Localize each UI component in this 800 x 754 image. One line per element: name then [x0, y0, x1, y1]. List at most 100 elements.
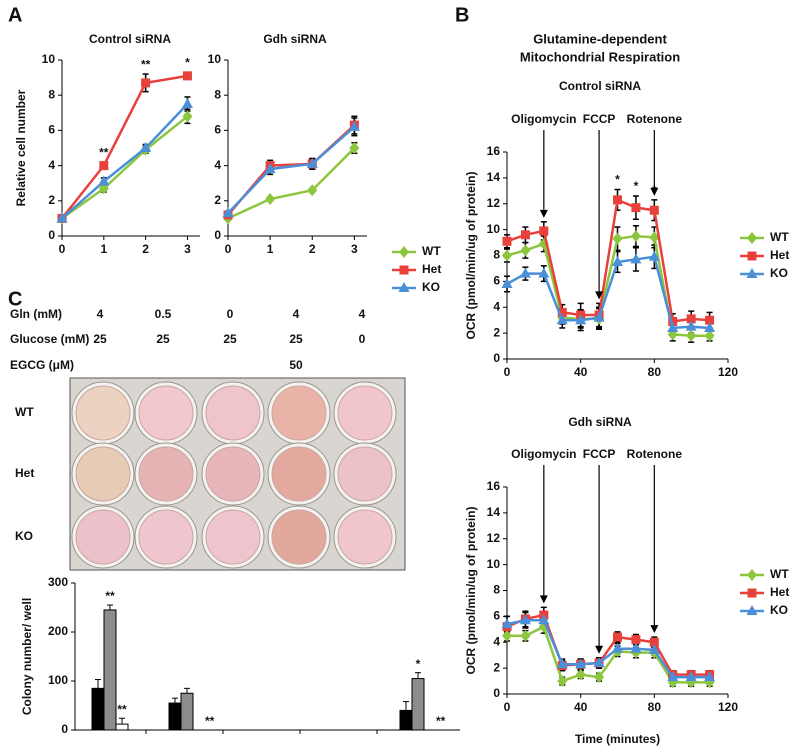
panel-label: A: [8, 4, 22, 26]
dish: [271, 446, 327, 502]
marker: [140, 142, 152, 152]
marker: [631, 635, 641, 645]
marker: [519, 267, 531, 278]
bar: [168, 702, 182, 731]
marker: [747, 569, 757, 581]
marker: [747, 251, 757, 261]
y-tick-label: 2: [493, 325, 500, 339]
x-tick-label: 0: [504, 365, 511, 379]
marker: [667, 671, 679, 682]
panel-title: Mitochondrial Respiration: [520, 49, 680, 64]
condition-label: EGCG (μM): [10, 358, 74, 372]
arrow-head: [650, 187, 659, 196]
marker: [502, 249, 512, 262]
condition-value: 25: [93, 332, 107, 346]
legend-label: KO: [422, 280, 440, 294]
x-tick-label: 120: [718, 700, 738, 714]
chart-title: Gdh siRNA: [568, 415, 632, 429]
dish: [337, 509, 393, 565]
marker: [56, 212, 68, 223]
marker: [182, 110, 193, 123]
dish: [205, 509, 261, 565]
marker: [747, 232, 757, 244]
legend-label: Het: [422, 262, 441, 276]
marker: [746, 605, 758, 615]
x-tick-label: 120: [718, 365, 738, 379]
marker: [575, 314, 587, 325]
marker: [519, 614, 531, 625]
x-tick-label: 80: [648, 700, 662, 714]
legend-label: KO: [770, 266, 788, 280]
annotation: Oligomycin: [511, 112, 576, 126]
chart-title: Gdh siRNA: [263, 32, 327, 46]
series-line: [227, 147, 356, 220]
x-tick-label: 80: [648, 365, 662, 379]
marker: [520, 244, 531, 257]
y-tick-label: 8: [48, 87, 55, 101]
y-tick-label: 14: [487, 170, 501, 184]
y-tick-label: 16: [487, 479, 501, 493]
x-tick-label: 3: [184, 242, 191, 256]
y-tick-label: 4: [214, 158, 221, 172]
marker: [648, 644, 660, 655]
legend-label: Het: [770, 585, 789, 599]
y-tick-label: 100: [48, 673, 68, 687]
y-tick-label: 0: [493, 686, 500, 700]
plate-row-label: WT: [15, 405, 34, 419]
marker: [649, 637, 659, 647]
marker: [538, 614, 550, 625]
y-tick-label: 0: [214, 228, 221, 242]
marker: [502, 236, 512, 246]
bar: [399, 709, 413, 731]
marker: [501, 277, 513, 288]
condition-value: 25: [156, 332, 170, 346]
dish: [138, 385, 194, 441]
marker: [704, 321, 716, 332]
marker: [630, 253, 642, 264]
y-tick-label: 6: [493, 609, 500, 623]
marker: [520, 629, 531, 642]
bar: [115, 723, 129, 731]
condition-value: 4: [293, 307, 300, 321]
dish: [205, 385, 261, 441]
significance: *: [615, 173, 620, 187]
panel-label: C: [8, 288, 22, 310]
y-tick-label: 10: [208, 52, 222, 66]
marker: [98, 182, 109, 195]
arrow-head: [595, 645, 604, 654]
marker: [99, 161, 109, 171]
panel-label: B: [455, 4, 469, 26]
arrow-head: [595, 291, 604, 300]
y-axis-label: OCR (pmol/min/ug of protein): [464, 507, 478, 675]
dish: [75, 446, 131, 502]
y-tick-label: 12: [487, 531, 501, 545]
marker: [630, 230, 641, 243]
marker: [348, 120, 360, 131]
y-tick-label: 8: [493, 248, 500, 262]
y-tick-label: 300: [48, 575, 68, 589]
condition-value: 0: [359, 332, 366, 346]
significance: **: [436, 714, 446, 728]
y-tick-label: 6: [48, 123, 55, 137]
chart-title: Control siRNA: [89, 32, 171, 46]
condition-value: 4: [97, 307, 104, 321]
y-tick-label: 10: [42, 52, 56, 66]
y-tick-label: 6: [493, 274, 500, 288]
marker: [141, 78, 151, 88]
bar: [91, 687, 105, 731]
series-line: [61, 74, 188, 220]
x-tick-label: 2: [309, 242, 316, 256]
y-tick-label: 14: [487, 505, 501, 519]
legend-label: Het: [770, 248, 789, 262]
series-line: [506, 198, 710, 323]
marker: [704, 329, 715, 342]
condition-value: 25: [289, 332, 303, 346]
y-tick-label: 0: [48, 228, 55, 242]
y-axis-label: OCR (pmol/min/ug of protein): [464, 172, 478, 340]
series-line: [61, 103, 189, 220]
x-tick-label: 40: [574, 700, 588, 714]
marker: [612, 642, 623, 653]
x-tick-label: 1: [267, 242, 274, 256]
condition-value: 25: [223, 332, 237, 346]
